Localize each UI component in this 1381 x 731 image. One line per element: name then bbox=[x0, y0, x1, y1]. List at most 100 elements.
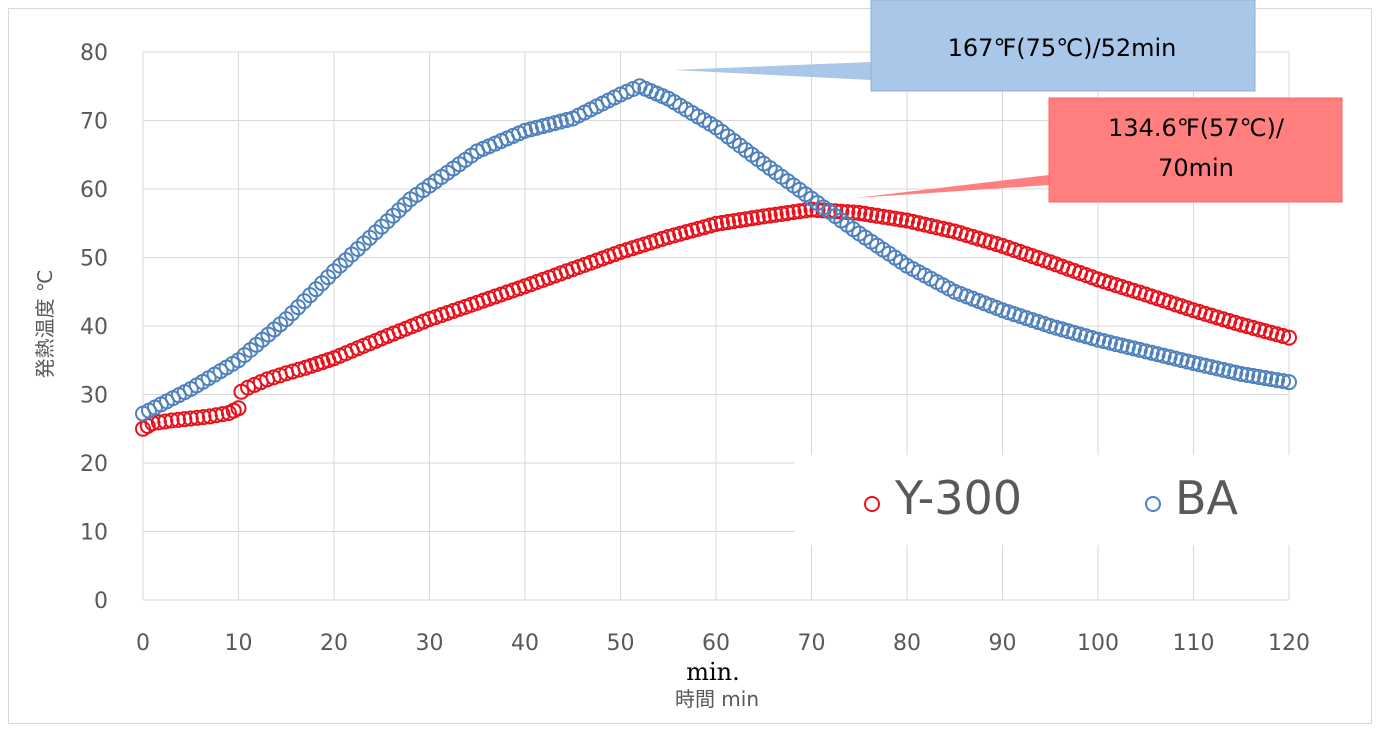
x-tick-label: 50 bbox=[607, 631, 635, 656]
series-layer bbox=[135, 78, 1297, 437]
data-point bbox=[1233, 365, 1250, 382]
x-tick-label: 90 bbox=[989, 631, 1017, 656]
data-point bbox=[785, 204, 802, 221]
data-point bbox=[163, 412, 180, 429]
y-tick-label: 30 bbox=[80, 384, 108, 409]
data-point bbox=[875, 208, 892, 225]
data-point bbox=[1155, 347, 1172, 364]
data-point bbox=[385, 207, 402, 224]
series-y-300 bbox=[135, 201, 1297, 437]
data-point bbox=[1143, 344, 1160, 361]
data-point bbox=[928, 219, 945, 236]
data-point bbox=[713, 214, 730, 231]
data-point bbox=[522, 121, 539, 138]
data-point bbox=[540, 116, 557, 133]
data-point bbox=[904, 213, 921, 230]
data-point bbox=[887, 210, 904, 227]
x-tick-label: 10 bbox=[225, 631, 253, 656]
data-point bbox=[1221, 363, 1238, 380]
data-point bbox=[737, 211, 754, 228]
data-point bbox=[182, 410, 199, 427]
data-point bbox=[749, 209, 766, 226]
data-point bbox=[1269, 326, 1286, 343]
legend-label-ba: BA bbox=[1175, 471, 1239, 525]
data-point bbox=[1107, 336, 1124, 353]
data-point bbox=[666, 227, 683, 244]
chart-frame bbox=[8, 8, 1372, 724]
data-point bbox=[893, 211, 910, 228]
legend-marker-ba bbox=[1145, 496, 1161, 512]
data-point bbox=[1281, 374, 1297, 391]
data-point bbox=[719, 214, 736, 231]
data-point bbox=[1173, 352, 1190, 369]
data-point bbox=[731, 212, 748, 229]
y-tick-label: 50 bbox=[80, 247, 108, 272]
data-point bbox=[743, 210, 760, 227]
y-tick-label: 20 bbox=[80, 452, 108, 477]
data-point bbox=[517, 122, 533, 139]
data-point bbox=[725, 213, 742, 230]
data-point bbox=[1131, 341, 1148, 358]
data-point bbox=[170, 411, 187, 428]
data-point bbox=[546, 115, 563, 132]
data-point bbox=[1119, 338, 1136, 355]
data-point bbox=[1113, 337, 1130, 354]
callout-text-line: 134.6℉(57℃)/ bbox=[1108, 114, 1285, 142]
data-point bbox=[857, 205, 874, 222]
callouts: 167℉(75℃)/52min 134.6℉(57℃)/ 70min bbox=[674, 0, 1343, 203]
legend-label-y300: Y-300 bbox=[894, 471, 1022, 525]
data-point bbox=[934, 220, 951, 237]
y-tick-label: 60 bbox=[80, 178, 108, 203]
callout-y300-peak: 134.6℉(57℃)/ 70min bbox=[855, 97, 1343, 203]
data-point bbox=[1149, 346, 1166, 363]
data-point bbox=[1281, 329, 1297, 346]
data-point bbox=[379, 213, 396, 230]
x-tick-label: 40 bbox=[511, 631, 539, 656]
x-tick-label: 20 bbox=[320, 631, 348, 656]
data-point bbox=[863, 206, 880, 223]
data-point bbox=[881, 209, 898, 226]
data-point bbox=[396, 196, 413, 213]
data-point bbox=[157, 413, 174, 430]
callout-pointer bbox=[674, 52, 871, 91]
x-tick-label: 80 bbox=[893, 631, 921, 656]
data-point bbox=[1179, 353, 1196, 370]
y-tick-label: 70 bbox=[80, 110, 108, 135]
data-point bbox=[189, 409, 206, 426]
y-tick-label: 10 bbox=[80, 521, 108, 546]
data-point bbox=[779, 204, 796, 221]
data-point bbox=[1275, 328, 1292, 345]
data-point bbox=[1257, 323, 1274, 340]
data-point bbox=[1263, 371, 1280, 388]
y-tick-label: 40 bbox=[80, 315, 108, 340]
data-point bbox=[708, 215, 724, 232]
data-point bbox=[1197, 357, 1214, 374]
data-point bbox=[1209, 360, 1226, 377]
data-point bbox=[696, 219, 713, 236]
data-point bbox=[1245, 368, 1262, 385]
y-tick-label: 0 bbox=[94, 589, 108, 614]
data-point bbox=[214, 406, 231, 423]
data-point bbox=[1167, 350, 1184, 367]
x-tick-label: 120 bbox=[1268, 631, 1310, 656]
data-point bbox=[1251, 369, 1268, 386]
x-tick-label: 70 bbox=[798, 631, 826, 656]
data-point bbox=[1215, 361, 1232, 378]
data-point bbox=[773, 205, 790, 222]
data-point bbox=[767, 206, 784, 223]
data-point bbox=[1191, 356, 1208, 373]
data-point bbox=[1203, 359, 1220, 376]
data-point bbox=[390, 202, 407, 219]
legend: Y-300 BA bbox=[795, 455, 1295, 545]
data-point bbox=[791, 203, 808, 220]
data-point bbox=[1251, 321, 1268, 338]
x-tick-label: 100 bbox=[1077, 631, 1119, 656]
data-point bbox=[910, 215, 927, 232]
data-point bbox=[1137, 343, 1154, 360]
data-point bbox=[940, 222, 957, 239]
data-point bbox=[1161, 349, 1178, 366]
x-axis-overlay-label: min. bbox=[686, 658, 740, 686]
data-point bbox=[1125, 340, 1142, 357]
data-point bbox=[851, 204, 868, 221]
